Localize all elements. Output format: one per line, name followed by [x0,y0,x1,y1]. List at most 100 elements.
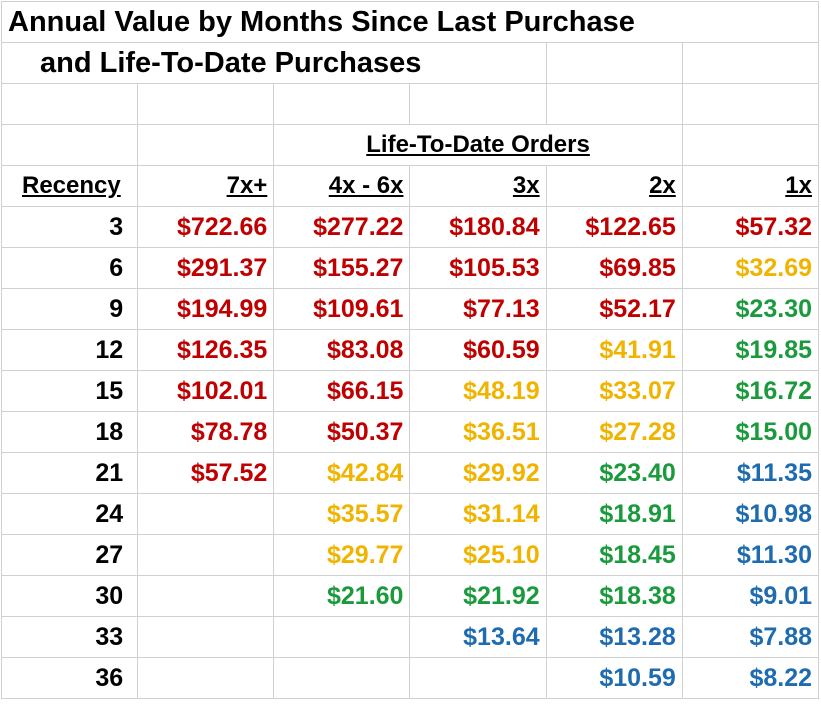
value-cell: $29.77 [273,534,411,576]
table-row: 36 $10.59 $8.22 [0,657,820,699]
empty-cell [137,83,275,125]
value-cell: $35.57 [273,493,411,535]
value-cell: $126.35 [137,329,275,371]
value-cell: $722.66 [137,206,275,248]
value-cell [273,616,411,658]
value-cell: $83.08 [273,329,411,371]
group-header-row: Life-To-Date Orders [0,124,820,166]
column-header-recency: Recency [0,165,139,207]
value-cell: $15.00 [681,411,820,453]
value-cell: $291.37 [137,247,275,289]
recency-cell: 21 [0,452,139,494]
column-header-row: Recency 7x+ 4x - 6x 3x 2x 1x [0,165,820,207]
value-cell [137,657,275,699]
value-cell: $50.37 [273,411,411,453]
value-cell: $16.72 [681,370,820,412]
title-row-1: Annual Value by Months Since Last Purcha… [1,1,819,43]
table-row: 3 $722.66 $277.22 $180.84 $122.65 $57.32 [0,206,820,248]
value-cell: $13.28 [545,616,683,658]
value-cell: $48.19 [409,370,547,412]
empty-cell [681,83,820,125]
recency-cell: 18 [0,411,139,453]
value-cell: $29.92 [409,452,547,494]
value-cell: $52.17 [545,288,683,330]
value-cell: $23.40 [545,452,683,494]
value-cell: $109.61 [273,288,411,330]
value-cell: $13.64 [409,616,547,658]
value-cell: $60.59 [409,329,547,371]
recency-cell: 24 [0,493,139,535]
table-row: 24 $35.57 $31.14 $18.91 $10.98 [0,493,820,535]
value-cell: $57.52 [137,452,275,494]
empty-cell [681,42,820,84]
value-cell: $18.38 [545,575,683,617]
table-row: 9 $194.99 $109.61 $77.13 $52.17 $23.30 [0,288,820,330]
value-cell: $25.10 [409,534,547,576]
value-cell [137,493,275,535]
value-cell [137,575,275,617]
value-cell: $194.99 [137,288,275,330]
table-row: 12 $126.35 $83.08 $60.59 $41.91 $19.85 [0,329,820,371]
table-row: 15 $102.01 $66.15 $48.19 $33.07 $16.72 [0,370,820,412]
value-cell: $10.98 [681,493,820,535]
value-cell: $8.22 [681,657,820,699]
value-cell [409,657,547,699]
value-cell: $69.85 [545,247,683,289]
column-header-3x: 3x [409,165,547,207]
recency-cell: 15 [0,370,139,412]
value-cell: $57.32 [681,206,820,248]
value-cell [137,616,275,658]
table-row: 33 $13.64 $13.28 $7.88 [0,616,820,658]
recency-cell: 3 [0,206,139,248]
value-cell: $21.92 [409,575,547,617]
value-cell: $36.51 [409,411,547,453]
table-row: 18 $78.78 $50.37 $36.51 $27.28 $15.00 [0,411,820,453]
value-cell: $31.14 [409,493,547,535]
value-cell: $77.13 [409,288,547,330]
recency-cell: 6 [0,247,139,289]
value-cell: $42.84 [273,452,411,494]
table-row: 21 $57.52 $42.84 $29.92 $23.40 $11.35 [0,452,820,494]
value-cell: $9.01 [681,575,820,617]
value-cell: $7.88 [681,616,820,658]
recency-cell: 33 [0,616,139,658]
table-row: 6 $291.37 $155.27 $105.53 $69.85 $32.69 [0,247,820,289]
column-header-4x-6x: 4x - 6x [273,165,411,207]
recency-cell: 36 [0,657,139,699]
empty-cell [409,83,547,125]
value-cell: $19.85 [681,329,820,371]
empty-cell [681,124,820,166]
value-cell: $102.01 [137,370,275,412]
column-header-2x: 2x [545,165,683,207]
value-cell: $66.15 [273,370,411,412]
title-row-2: and Life-To-Date Purchases [1,42,820,84]
value-table: Annual Value by Months Since Last Purcha… [0,1,820,699]
title-line-1: Annual Value by Months Since Last Purcha… [1,1,819,43]
recency-cell: 9 [0,288,139,330]
empty-cell [137,124,275,166]
value-cell: $78.78 [137,411,275,453]
table-row: 27 $29.77 $25.10 $18.45 $11.30 [0,534,820,576]
column-header-1x: 1x [681,165,820,207]
value-cell: $18.45 [545,534,683,576]
value-cell: $180.84 [409,206,547,248]
title-line-2: and Life-To-Date Purchases [1,42,547,84]
empty-cell [0,83,139,125]
value-cell [273,657,411,699]
value-cell: $21.60 [273,575,411,617]
value-cell: $11.30 [681,534,820,576]
value-cell: $33.07 [545,370,683,412]
group-header: Life-To-Date Orders [273,124,683,166]
value-cell: $27.28 [545,411,683,453]
value-cell: $32.69 [681,247,820,289]
value-cell: $18.91 [545,493,683,535]
value-cell: $11.35 [681,452,820,494]
recency-cell: 30 [0,575,139,617]
value-cell: $277.22 [273,206,411,248]
empty-cell [0,124,139,166]
value-cell: $122.65 [545,206,683,248]
value-cell: $23.30 [681,288,820,330]
value-cell: $10.59 [545,657,683,699]
empty-cell [545,83,683,125]
